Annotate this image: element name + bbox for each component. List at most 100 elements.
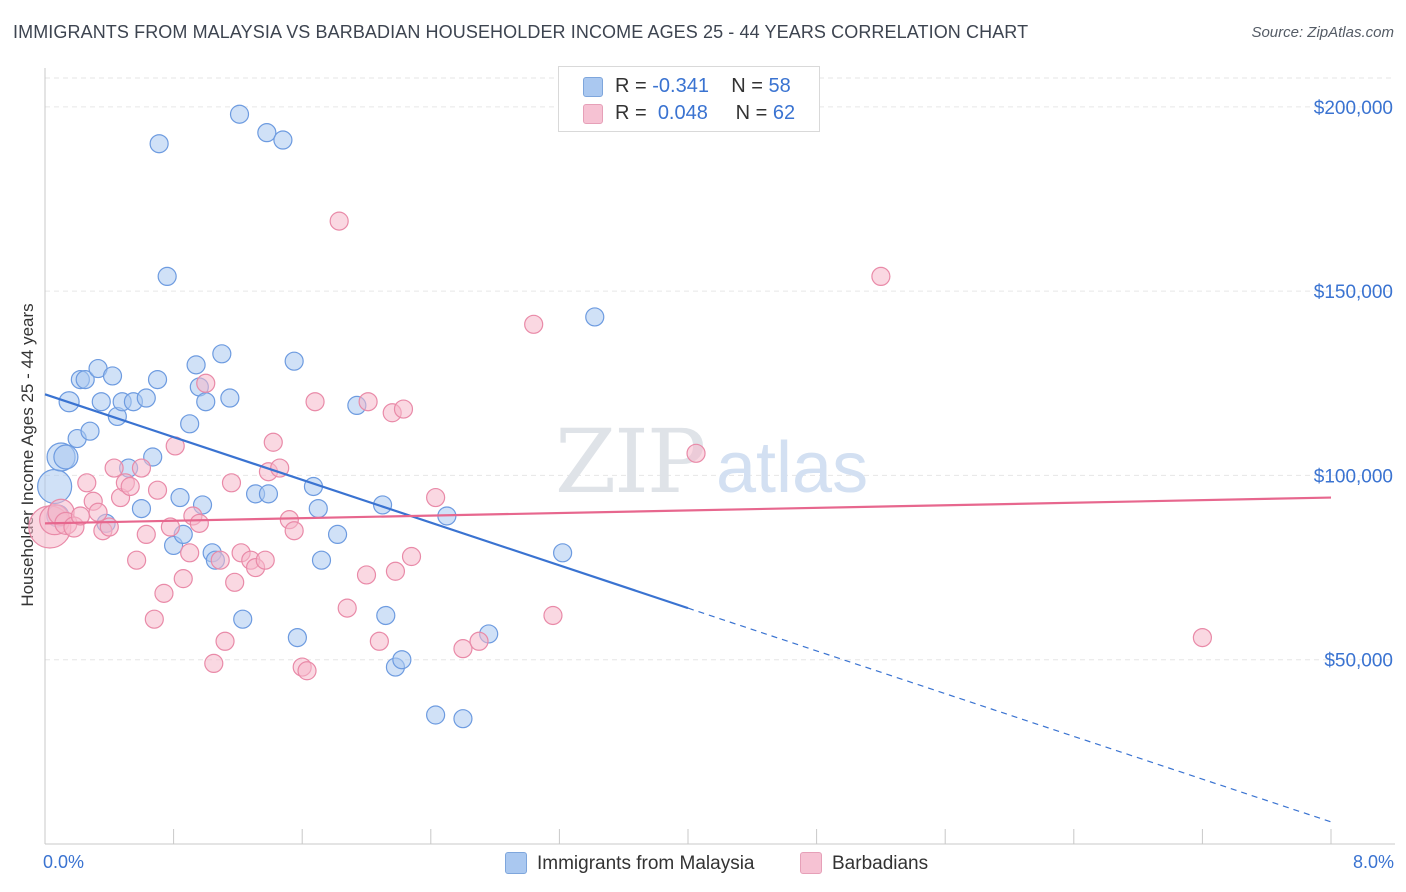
chart-source: Source: ZipAtlas.com [1251,24,1394,41]
legend-n-value: 62 [772,102,796,124]
point-barbadian [127,550,147,570]
point-barbadian [77,473,97,493]
point-malaysia [180,414,200,434]
point-malaysia [196,392,216,412]
watermark-atlas: atlas [716,428,868,508]
trend-lines [44,393,1332,823]
point-barbadian [136,524,156,545]
point-malaysia [308,499,328,519]
series-barbadian-points [28,211,1213,681]
point-malaysia [376,605,396,626]
point-malaysia [53,444,79,470]
point-malaysia [233,609,253,629]
point-malaysia [229,104,250,124]
legend-r-label: R = [615,102,647,124]
point-barbadian [180,543,200,563]
legend-label-barbadian: Barbadians [832,853,929,874]
point-barbadian [284,521,304,541]
legend-n-value: 58 [768,75,791,97]
point-malaysia [157,266,177,286]
y-tick-labels: $50,000 $100,000 $150,000 $200,000 [1314,98,1393,672]
watermark-zip: ZIP [555,410,704,513]
legend-r-value: -0.341 [652,75,709,97]
point-malaysia [392,650,412,670]
legend-n-label: N = [735,102,768,124]
point-barbadian [215,631,235,651]
y-tick-label: $100,000 [1314,466,1393,487]
point-barbadian [147,480,168,500]
point-barbadian [255,550,275,570]
point-barbadian [356,565,377,585]
point-barbadian [385,561,406,581]
axes [44,68,1395,845]
point-malaysia [212,344,232,364]
point-barbadian [88,502,108,522]
legend-item-barbadian: Barbadians [800,852,928,878]
point-barbadian [401,546,422,567]
point-malaysia [273,130,293,150]
point-barbadian [225,572,245,592]
point-malaysia [102,366,123,386]
x-tick-label-min: 0.0% [43,852,85,872]
point-barbadian [104,458,124,478]
point-malaysia [257,123,277,143]
point-barbadian [297,661,317,681]
legend-label-malaysia: Immigrants from Malaysia [537,853,755,874]
point-barbadian [204,653,224,674]
point-barbadian [358,392,378,412]
point-barbadian [305,392,325,412]
point-barbadian [393,399,414,419]
point-malaysia [372,495,393,515]
point-malaysia [147,370,168,390]
x-tick-label-max: 8.0% [1352,852,1394,872]
point-malaysia [311,550,332,570]
point-barbadian [154,583,174,603]
point-barbadian [263,432,283,452]
point-barbadian [369,631,389,651]
point-malaysia [136,388,156,408]
legend-swatch-malaysia [505,852,527,874]
point-barbadian [144,609,164,629]
chart-title: IMMIGRANTS FROM MALAYSIA VS BARBADIAN HO… [13,22,1029,42]
point-malaysia [553,543,573,563]
point-malaysia [453,709,473,729]
y-tick-label: $50,000 [1324,651,1393,672]
point-barbadian [686,443,706,463]
legend-swatch-barbadian [800,852,822,874]
trend-line-barbadian [44,496,1332,525]
point-barbadian [160,517,180,537]
trend-line-malaysia-extrapolated [687,607,1332,823]
point-barbadian [871,266,891,286]
point-malaysia [80,421,100,441]
point-malaysia [327,524,348,545]
point-barbadian [426,487,446,508]
legend-swatch-malaysia [583,77,603,97]
point-malaysia [186,355,206,375]
legend-r-value: 0.048 [657,102,708,124]
point-barbadian [131,458,152,478]
point-barbadian [270,458,290,478]
point-barbadian [329,211,349,231]
point-barbadian [524,314,544,334]
point-malaysia [91,392,111,412]
point-malaysia [284,351,304,371]
point-malaysia [149,134,169,154]
point-barbadian [210,550,230,570]
point-barbadian [337,598,357,618]
point-malaysia [220,388,240,408]
legend-r-label: R = [615,75,647,97]
legend-swatch-barbadian [583,104,603,124]
series-malaysia-points [37,104,605,729]
point-malaysia [426,705,446,725]
point-malaysia [287,627,307,648]
point-barbadian [543,605,563,626]
point-barbadian [221,473,242,493]
point-malaysia [585,307,605,327]
point-barbadian [1192,627,1213,648]
legend-n-label: N = [731,75,763,97]
point-barbadian [173,569,193,589]
point-malaysia [170,487,190,508]
point-barbadian [469,631,489,651]
legend-item-malaysia: Immigrants from Malaysia [505,852,755,878]
trend-line-malaysia [44,393,689,610]
